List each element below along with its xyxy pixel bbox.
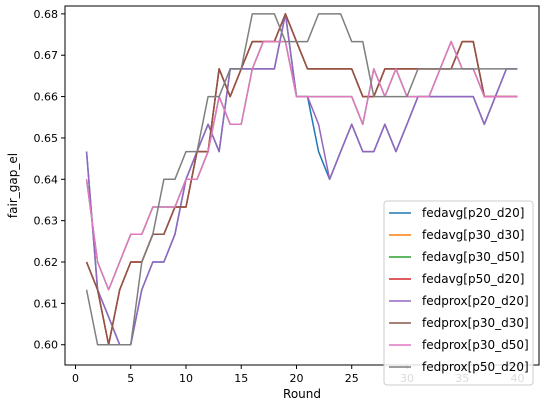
series-line-fedprox[p50_d20] (85, 13, 518, 346)
y-tick-label: 0.68 (34, 8, 59, 21)
y-tick-label: 0.67 (34, 49, 59, 62)
legend-label: fedavg[p20_d20] (422, 206, 524, 220)
y-tick-label: 0.65 (34, 132, 59, 145)
legend-label: fedprox[p30_d50] (422, 338, 529, 352)
y-tick-label: 0.64 (34, 173, 59, 186)
legend-label: fedavg[p30_d50] (422, 250, 524, 264)
x-tick-label: 0 (72, 372, 79, 385)
y-tick-label: 0.63 (34, 215, 59, 228)
legend-label: fedprox[p50_d20] (422, 360, 529, 374)
legend-label: fedavg[p30_d30] (422, 228, 524, 242)
y-tick-label: 0.61 (34, 297, 59, 310)
y-tick-label: 0.60 (34, 339, 59, 352)
legend-label: fedprox[p20_d20] (422, 294, 529, 308)
legend-label: fedprox[p30_d30] (422, 316, 529, 330)
y-tick-label: 0.62 (34, 256, 59, 269)
x-tick-label: 5 (127, 372, 134, 385)
legend-label: fedavg[p50_d20] (422, 272, 524, 286)
x-axis-label: Round (283, 387, 321, 401)
y-tick-label: 0.66 (34, 91, 59, 104)
series-lines (85, 13, 518, 346)
legend: fedavg[p20_d20] fedavg[p30_d30] fedavg[p30… (383, 200, 534, 386)
x-tick-label: 15 (234, 372, 248, 385)
plot-frame (64, 5, 540, 366)
y-axis-label: fair_gap_el (6, 153, 20, 218)
x-tick-label: 25 (345, 372, 359, 385)
x-tick-label: 10 (179, 372, 193, 385)
x-tick-label: 20 (289, 372, 303, 385)
legend-box (383, 200, 534, 386)
